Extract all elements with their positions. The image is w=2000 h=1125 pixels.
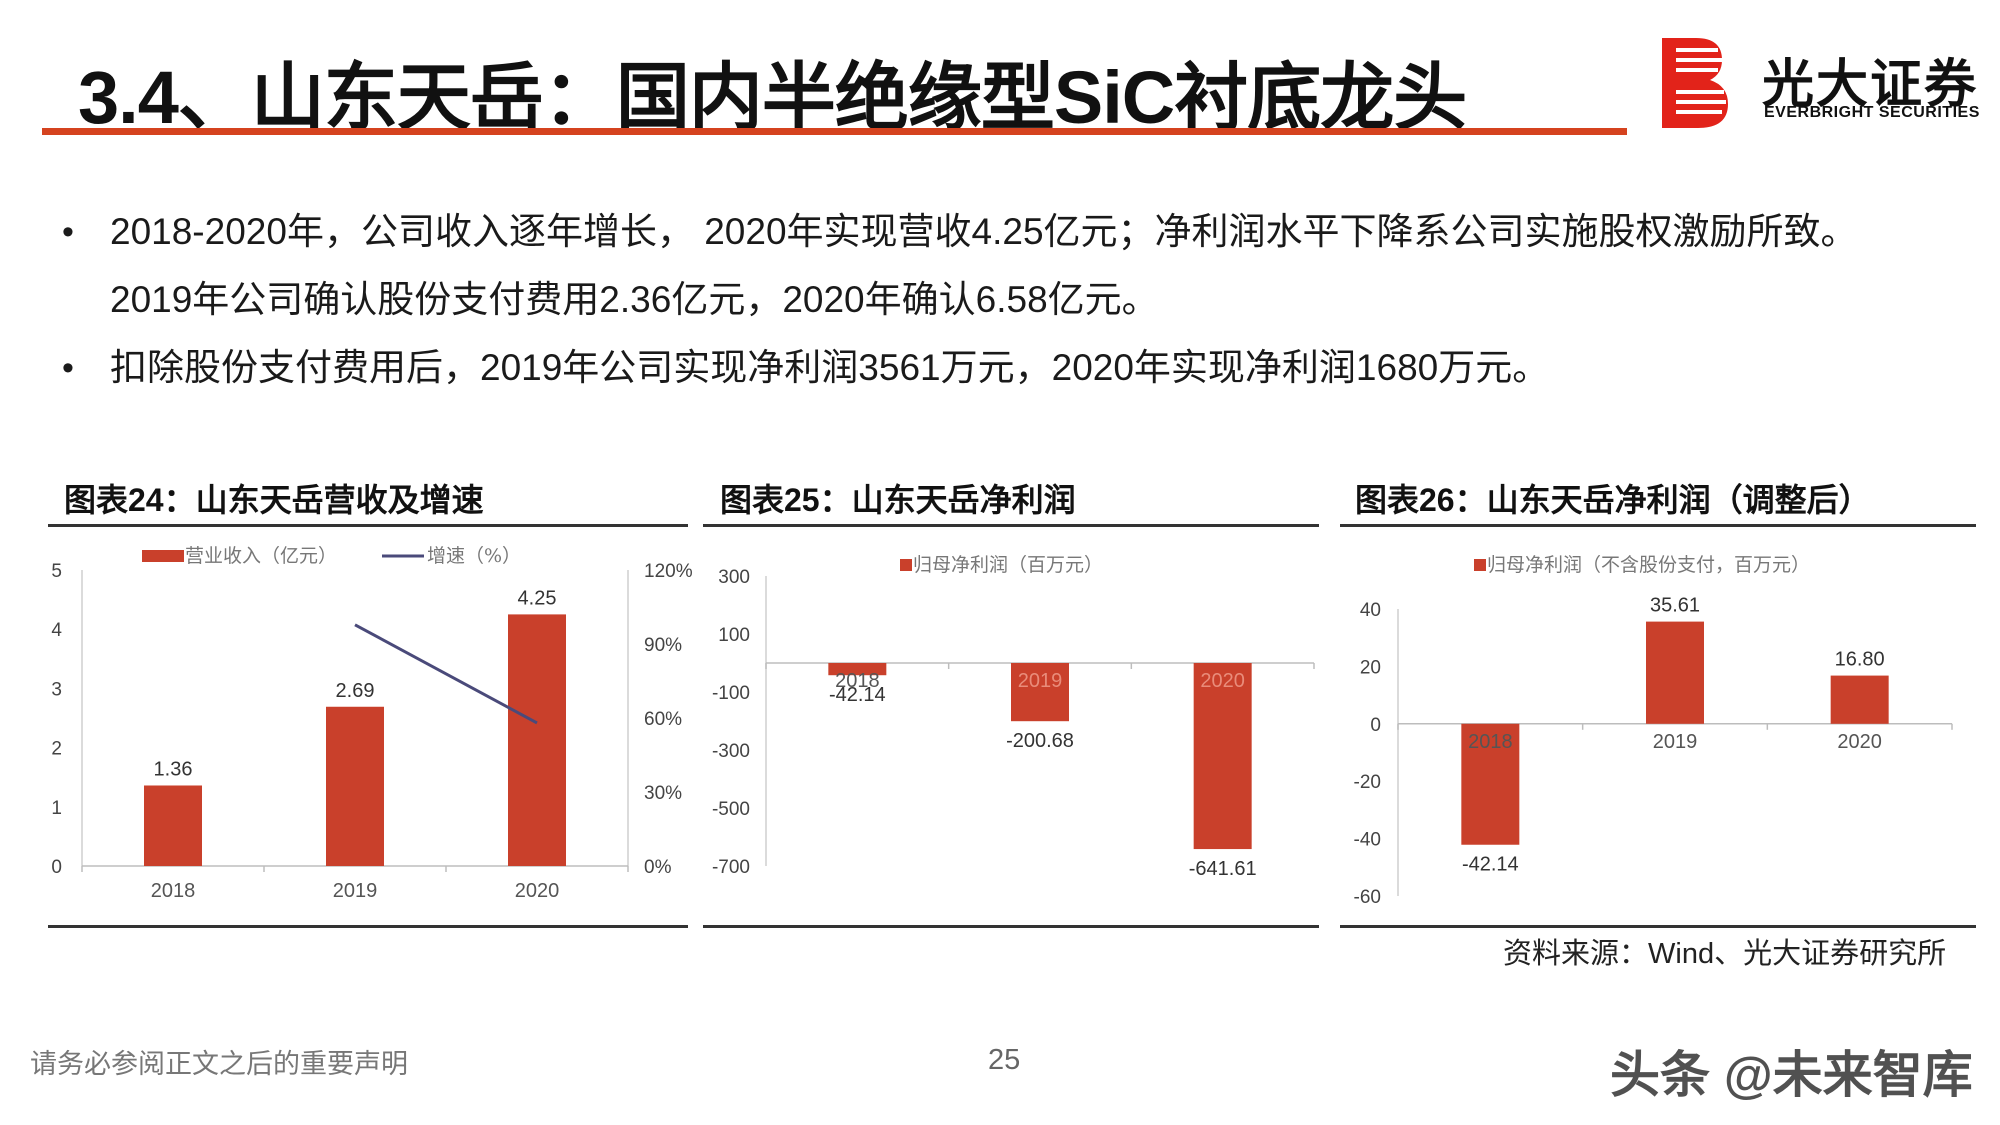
y2-tick-label: 120% <box>644 561 693 582</box>
everbright-logo-icon <box>1662 38 1728 128</box>
legend-label: 归母净利润（不含股份支付，百万元） <box>1487 554 1810 576</box>
bullet-symbol: • <box>62 349 74 387</box>
chart-24-title: 图表24：山东天岳营收及增速 <box>64 482 484 518</box>
legend-swatch <box>900 559 912 571</box>
y-tick-label: -700 <box>712 857 750 878</box>
category-label: 2020 <box>1200 670 1245 692</box>
legend-label: 营业收入（亿元） <box>185 545 337 567</box>
y-tick-label: 20 <box>1360 657 1381 678</box>
category-label: 2020 <box>1837 731 1882 753</box>
bar-2019 <box>326 706 384 866</box>
bullet-line: 2019年公司确认股份支付费用2.36亿元，2020年确认6.58亿元。 <box>110 279 1159 320</box>
y-tick-label: -300 <box>712 741 750 762</box>
page-title: 3.4、山东天岳：国内半绝缘型SiC衬底龙头 <box>78 56 1467 139</box>
watermark: 头条 @未来智库 <box>1610 1047 1973 1103</box>
chart-24-top-rule <box>48 524 688 527</box>
category-label: 2019 <box>1018 670 1063 692</box>
chart-24-bottom-rule <box>48 925 688 928</box>
y-tick-label: 2 <box>51 739 62 760</box>
chart-25-title: 图表25：山东天岳净利润 <box>720 482 1076 518</box>
logo-chinese-name: 光大证券 <box>1762 56 1979 114</box>
category-label: 2020 <box>515 880 560 902</box>
data-label: -641.61 <box>1189 858 1257 880</box>
chart-25-bottom-rule <box>703 925 1319 928</box>
growth-rate-line <box>354 623 538 725</box>
page-number: 25 <box>988 1044 1021 1076</box>
bullet-line: 扣除股份支付费用后，2019年公司实现净利润3561万元，2020年实现净利润1… <box>110 347 1550 388</box>
bullet-symbol: • <box>62 213 74 251</box>
bullet-list: • 2018-2020年，公司收入逐年增长， 2020年实现营收4.25亿元；净… <box>62 198 1942 402</box>
bar-2020 <box>1193 663 1252 850</box>
y-tick-label: 1 <box>51 798 62 819</box>
y2-tick-label: 0% <box>644 857 672 878</box>
y-tick-label: 3 <box>51 679 62 700</box>
y-tick-label: -60 <box>1354 887 1381 908</box>
bar-2018 <box>828 663 887 676</box>
chart-25-top-rule <box>703 524 1319 527</box>
title-underline <box>42 128 1627 135</box>
y2-tick-label: 30% <box>644 783 682 804</box>
data-label: 1.36 <box>154 758 193 780</box>
bar-2019 <box>1011 663 1069 722</box>
legend-swatch <box>1474 559 1486 571</box>
chart-26-title: 图表26：山东天岳净利润（调整后） <box>1355 482 1871 518</box>
bar-2018 <box>144 785 202 866</box>
y-tick-label: 4 <box>51 620 62 641</box>
y-tick-label: 40 <box>1360 600 1381 621</box>
legend-swatch <box>142 550 184 562</box>
category-label: 2018 <box>835 670 880 692</box>
data-label: 4.25 <box>518 587 557 609</box>
y2-tick-label: 60% <box>644 709 682 730</box>
bullet-item-2: • 扣除股份支付费用后，2019年公司实现净利润3561万元，2020年实现净利… <box>62 334 1942 402</box>
chart-26-top-rule <box>1340 524 1976 527</box>
data-label: -200.68 <box>1006 730 1074 752</box>
y-tick-label: 0 <box>51 857 62 878</box>
y-tick-label: 300 <box>718 567 750 588</box>
category-label: 2018 <box>1468 731 1513 753</box>
logo-english-name: EVERBRIGHT SECURITIES <box>1764 104 1980 121</box>
chart-26-bottom-rule <box>1340 925 1976 928</box>
y-tick-label: 5 <box>51 561 62 582</box>
bullet-line: 2018-2020年，公司收入逐年增长， 2020年实现营收4.25亿元；净利润… <box>110 211 1858 252</box>
bar-2018 <box>1461 723 1520 845</box>
y2-tick-label: 90% <box>644 635 682 656</box>
category-label: 2018 <box>151 880 196 902</box>
data-label: 16.80 <box>1835 649 1885 671</box>
bar-2020 <box>508 614 566 866</box>
y-tick-label: 100 <box>718 625 750 646</box>
legend-label: 增速（%） <box>427 545 521 567</box>
y-tick-label: -20 <box>1354 772 1381 793</box>
bar-2020 <box>1830 675 1889 724</box>
category-label: 2019 <box>1653 731 1698 753</box>
legend-label: 归母净利润（百万元） <box>913 554 1103 576</box>
data-label: 35.61 <box>1650 595 1700 617</box>
brand-logo: 光大证券 EVERBRIGHT SECURITIES <box>1662 38 1979 128</box>
data-source: 资料来源：Wind、光大证券研究所 <box>1503 938 1947 970</box>
bar-2019 <box>1646 621 1704 724</box>
y-tick-label: -500 <box>712 799 750 820</box>
y-tick-label: 0 <box>1370 715 1381 736</box>
y-tick-label: -40 <box>1354 830 1381 851</box>
y-tick-label: -100 <box>712 683 750 704</box>
disclaimer: 请务必参阅正文之后的重要声明 <box>30 1049 408 1079</box>
bullet-item-1: • 2018-2020年，公司收入逐年增长， 2020年实现营收4.25亿元；净… <box>62 198 1942 334</box>
category-label: 2019 <box>333 880 378 902</box>
data-label: -42.14 <box>1462 854 1519 876</box>
data-label: -42.14 <box>829 684 886 706</box>
data-label: 2.69 <box>336 680 375 702</box>
